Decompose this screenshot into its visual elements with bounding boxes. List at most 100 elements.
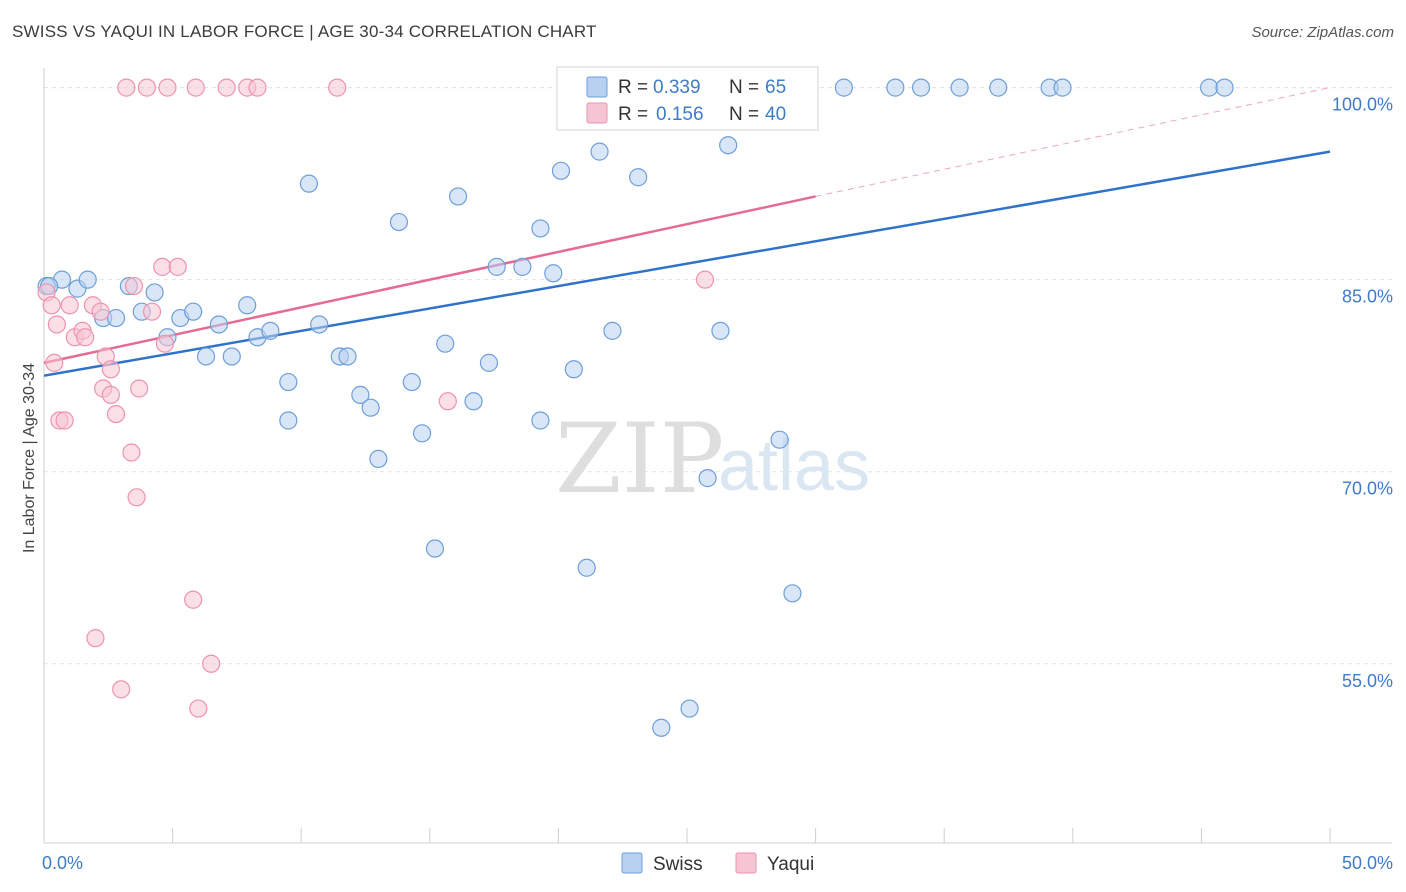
point-swiss — [196, 347, 216, 366]
gridlines — [44, 87, 1392, 665]
y-tick-label: 70.0% — [1342, 479, 1393, 499]
point-swiss — [310, 315, 329, 334]
point-swiss — [629, 168, 648, 187]
legend-box: R = 0.339 N = 65 R = 0.156 N = 40 — [556, 66, 819, 131]
legend-r-label-yaqui: R = — [618, 104, 648, 125]
legend-n-label-yaqui: N = — [729, 104, 759, 125]
data-points — [37, 78, 1234, 737]
watermark-zip: ZIP — [555, 403, 724, 515]
point-swiss — [389, 212, 409, 232]
point-yaqui — [142, 302, 162, 321]
legend-swatch-yaqui — [586, 102, 608, 124]
bottom-legend-swatch-swiss — [621, 852, 643, 874]
point-swiss — [436, 334, 455, 353]
point-yaqui — [124, 276, 144, 296]
point-yaqui — [86, 629, 105, 648]
point-yaqui — [130, 379, 149, 398]
point-yaqui — [189, 699, 208, 718]
x-tick-labels: 0.0% 50.0% — [42, 853, 1393, 873]
point-yaqui — [122, 443, 141, 462]
point-swiss — [1053, 78, 1072, 97]
point-swiss — [886, 78, 905, 97]
point-yaqui — [248, 78, 267, 97]
trend-line-yaqui-extension — [815, 87, 1331, 197]
point-swiss — [1215, 78, 1234, 97]
point-yaqui — [76, 328, 95, 347]
watermark-atlas: atlas — [718, 426, 870, 506]
point-swiss — [783, 584, 802, 603]
point-swiss — [911, 78, 931, 97]
point-swiss — [564, 360, 583, 379]
point-swiss — [531, 411, 550, 430]
point-swiss — [1200, 78, 1219, 97]
point-yaqui — [153, 257, 172, 276]
point-yaqui — [155, 334, 174, 353]
point-yaqui — [186, 78, 205, 97]
point-swiss — [412, 424, 432, 443]
axes — [43, 68, 1392, 844]
point-yaqui — [328, 78, 347, 97]
point-swiss — [425, 539, 445, 558]
point-swiss — [551, 161, 571, 180]
point-yaqui — [106, 404, 126, 424]
point-yaqui — [127, 488, 146, 507]
point-swiss — [209, 315, 228, 334]
point-swiss — [351, 385, 370, 404]
source-label: Source: ZipAtlas.com — [1251, 24, 1394, 41]
point-swiss — [719, 136, 738, 155]
point-swiss — [711, 321, 730, 340]
point-yaqui — [112, 680, 131, 699]
point-swiss — [577, 558, 596, 577]
point-yaqui — [101, 360, 120, 379]
point-yaqui — [137, 78, 156, 97]
point-swiss — [238, 296, 257, 315]
point-yaqui — [695, 270, 715, 289]
point-yaqui — [438, 392, 457, 411]
y-tick-label: 55.0% — [1342, 671, 1393, 691]
x-tick-label: 50.0% — [1342, 853, 1393, 873]
legend-r-value-yaqui: 0.156 — [656, 104, 704, 125]
point-swiss — [402, 372, 421, 392]
point-swiss — [989, 78, 1008, 97]
point-swiss — [369, 449, 388, 469]
point-swiss — [479, 353, 499, 372]
point-yaqui — [184, 590, 203, 609]
bottom-legend: Swiss Yaqui — [621, 852, 814, 875]
point-yaqui — [60, 296, 79, 315]
point-swiss — [770, 430, 789, 449]
point-swiss — [834, 78, 853, 97]
point-swiss — [698, 469, 717, 488]
point-swiss — [106, 308, 126, 328]
point-yaqui — [45, 353, 64, 372]
point-swiss — [222, 347, 241, 366]
point-yaqui — [101, 385, 120, 404]
point-swiss — [279, 411, 298, 430]
bottom-legend-swatch-yaqui — [735, 852, 757, 874]
trend-lines — [43, 87, 1331, 377]
point-swiss — [590, 142, 609, 161]
bottom-legend-label-swiss: Swiss — [653, 854, 703, 875]
point-swiss — [464, 392, 483, 411]
point-yaqui — [168, 257, 187, 276]
bottom-legend-label-yaqui: Yaqui — [767, 854, 814, 875]
chart-title: SWISS VS YAQUI IN LABOR FORCE | AGE 30-3… — [12, 22, 597, 41]
legend-swatch-swiss — [586, 76, 608, 98]
point-swiss — [299, 174, 319, 193]
point-swiss — [652, 718, 671, 737]
point-yaqui — [202, 654, 221, 673]
point-swiss — [279, 372, 298, 392]
point-swiss — [603, 321, 622, 340]
point-yaqui — [158, 78, 177, 97]
legend-r-value-swiss: 0.339 — [653, 77, 701, 98]
point-yaqui — [42, 296, 61, 315]
point-swiss — [448, 187, 468, 206]
point-swiss — [531, 219, 550, 238]
point-swiss — [513, 257, 532, 276]
point-swiss — [184, 302, 203, 321]
point-swiss — [78, 270, 97, 289]
y-tick-labels: 55.0% 70.0% 85.0% 100.0% — [1332, 95, 1393, 691]
point-swiss — [544, 264, 563, 283]
point-yaqui — [217, 78, 236, 97]
point-swiss — [950, 78, 969, 97]
